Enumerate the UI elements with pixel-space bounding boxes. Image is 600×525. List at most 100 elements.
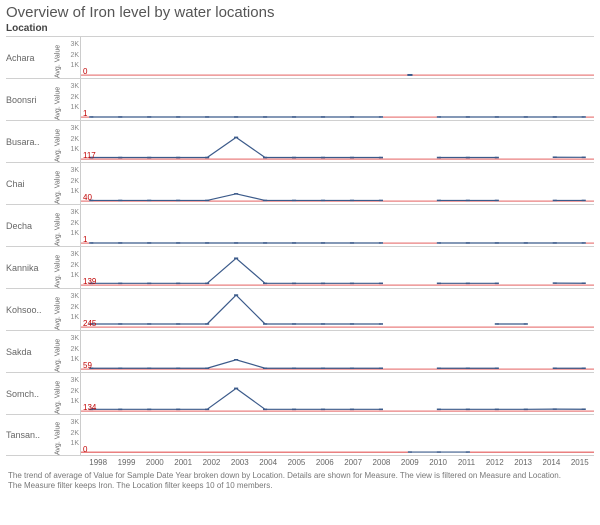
caption-line: The trend of average of Value for Sample… <box>8 471 592 481</box>
y-axis-label: Avg. Value <box>52 205 64 246</box>
panel-row: ChaiAvg. Value 1K 2K 3K 40 <box>6 162 594 204</box>
y-axis-label: Avg. Value <box>52 163 64 204</box>
y-tick-label: 2K <box>70 136 79 143</box>
x-tick-label: 2003 <box>226 456 254 467</box>
x-tick-label: 2007 <box>339 456 367 467</box>
panel-plot[interactable]: 40 <box>80 163 594 204</box>
y-tick-label: 3K <box>70 335 79 342</box>
panel-plot[interactable]: 59 <box>80 331 594 372</box>
x-tick-label: 2015 <box>566 456 594 467</box>
panel-row: Kohsoo..Avg. Value1K2K3K245 <box>6 288 594 330</box>
x-tick-label: 2010 <box>424 456 452 467</box>
location-label: Chai <box>6 163 52 204</box>
location-label: Achara <box>6 37 52 78</box>
reference-value-label: 1 <box>83 236 87 244</box>
y-tick-label: 3K <box>70 293 79 300</box>
x-tick-label: 2008 <box>367 456 395 467</box>
x-tick-label: 2005 <box>282 456 310 467</box>
y-axis-ticks: 1K 2K 3K <box>64 415 80 455</box>
reference-value-label: 245 <box>83 320 96 328</box>
y-axis-label: Avg. Value <box>52 289 64 330</box>
panel-plot[interactable]: 1 <box>80 205 594 246</box>
location-label: Tansan.. <box>6 415 52 455</box>
panel-row: Somch..Avg. Value1K2K3K134 <box>6 372 594 414</box>
y-tick-label: 1K <box>70 230 79 237</box>
y-tick-label: 3K <box>70 167 79 174</box>
y-tick-label: 1K <box>70 356 79 363</box>
y-axis-label: Avg. Value <box>52 121 64 162</box>
dashboard-title: Overview of Iron level by water location… <box>0 0 600 23</box>
panel-plot[interactable]: 0 <box>80 415 594 455</box>
y-tick-label: 3K <box>70 251 79 258</box>
y-tick-label: 1K <box>70 188 79 195</box>
x-tick-label: 2006 <box>311 456 339 467</box>
y-axis-ticks: 1K 2K 3K <box>64 247 80 288</box>
y-tick-label: 3K <box>70 41 79 48</box>
x-tick-label: 2012 <box>481 456 509 467</box>
caption-line: The Measure filter keeps Iron. The Locat… <box>8 481 592 491</box>
panel-row: KannikaAvg. Value 1K 2K 3K 139 <box>6 246 594 288</box>
y-tick-label: 3K <box>70 83 79 90</box>
location-label: Sakda <box>6 331 52 372</box>
reference-value-label: 139 <box>83 278 96 286</box>
location-label: Busara.. <box>6 121 52 162</box>
y-axis-label: Avg. Value <box>52 37 64 78</box>
x-tick-label: 2009 <box>396 456 424 467</box>
panel-row: Tansan..Avg. Value 1K 2K 3K 0 <box>6 414 594 456</box>
location-label: Somch.. <box>6 373 52 414</box>
y-tick-label: 2K <box>70 220 79 227</box>
panel-row: BoonsriAvg. Value1K2K3K1 <box>6 78 594 120</box>
location-label: Boonsri <box>6 79 52 120</box>
location-label: Kohsoo.. <box>6 289 52 330</box>
panel-plot[interactable]: 117 <box>80 121 594 162</box>
y-axis-ticks: 1K 2K 3K <box>64 205 80 246</box>
y-tick-label: 3K <box>70 209 79 216</box>
column-header-location: Location <box>0 23 600 36</box>
y-axis-label: Avg. Value <box>52 247 64 288</box>
x-tick-label: 2014 <box>537 456 565 467</box>
reference-value-label: 59 <box>83 362 92 370</box>
y-tick-label: 1K <box>70 440 79 447</box>
y-tick-label: 2K <box>70 94 79 101</box>
y-tick-label: 2K <box>70 262 79 269</box>
y-tick-label: 2K <box>70 304 79 311</box>
y-tick-label: 3K <box>70 125 79 132</box>
reference-value-label: 117 <box>83 152 96 160</box>
y-tick-label: 1K <box>70 398 79 405</box>
small-multiples-chart: AcharaAvg. Value1K2K3K0BoonsriAvg. Value… <box>0 36 600 467</box>
panel-row: DechaAvg. Value1K2K3K1 <box>6 204 594 246</box>
y-tick-label: 1K <box>70 104 79 111</box>
panel-row: SakdaAvg. Value 1K 2K 3K 59 <box>6 330 594 372</box>
x-tick-label: 2001 <box>169 456 197 467</box>
panel-plot[interactable]: 139 <box>80 247 594 288</box>
reference-value-label: 134 <box>83 404 96 412</box>
x-axis: 1998199920002001200220032004200520062007… <box>6 456 594 467</box>
panel-plot[interactable]: 245 <box>80 289 594 330</box>
reference-value-label: 0 <box>83 446 87 454</box>
y-axis-label: Avg. Value <box>52 373 64 414</box>
y-tick-label: 2K <box>70 178 79 185</box>
y-axis-label: Avg. Value <box>52 331 64 372</box>
y-tick-label: 2K <box>70 346 79 353</box>
y-tick-label: 2K <box>70 430 79 437</box>
reference-value-label: 0 <box>83 68 87 76</box>
y-axis-ticks: 1K 2K 3K <box>64 331 80 372</box>
location-label: Kannika <box>6 247 52 288</box>
panel-plot[interactable]: 0 <box>80 37 594 78</box>
panel-plot[interactable]: 134 <box>80 373 594 414</box>
x-tick-label: 1999 <box>112 456 140 467</box>
panel-plot[interactable]: 1 <box>80 79 594 120</box>
y-axis-label: Avg. Value <box>52 415 64 455</box>
y-tick-label: 3K <box>70 419 79 426</box>
y-axis-ticks: 1K 2K 3K <box>64 79 80 120</box>
x-tick-label: 2002 <box>197 456 225 467</box>
y-axis-ticks: 1K 2K 3K <box>64 163 80 204</box>
y-tick-label: 1K <box>70 146 79 153</box>
y-tick-label: 1K <box>70 272 79 279</box>
panel-row: AcharaAvg. Value1K2K3K0 <box>6 36 594 78</box>
reference-value-label: 40 <box>83 194 92 202</box>
chart-caption: The trend of average of Value for Sample… <box>0 467 600 497</box>
y-tick-label: 2K <box>70 388 79 395</box>
x-tick-label: 1998 <box>84 456 112 467</box>
y-axis-ticks: 1K2K3K <box>64 37 80 78</box>
